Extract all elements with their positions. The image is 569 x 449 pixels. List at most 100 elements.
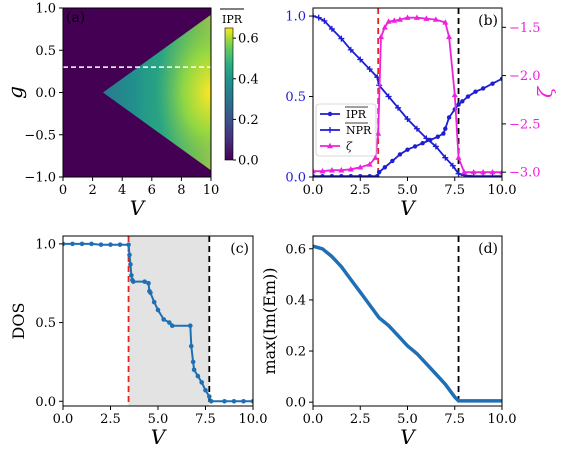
- panel-c-data-point: [188, 323, 193, 329]
- panel-b-series-z-point: [423, 15, 430, 21]
- panel-b-legend-z-label: ζ: [346, 140, 353, 153]
- panel-b-series-ipr-point: [443, 126, 448, 131]
- panel-b-right-y-axis-label: ζ: [533, 86, 557, 98]
- panel-a-heatmap: 0 2 4 6 8 10 V −1.0 −0.5 0.0 0.5 1.0 g (a) 0.0 0.2 0.4 0.…: [3, 2, 259, 221]
- panel-c-data-point: [70, 241, 75, 247]
- panel-b-series-npr-point: [347, 46, 354, 53]
- panel-b-series-npr-point: [442, 154, 449, 161]
- panel-b-series-ipr-point: [339, 173, 344, 177]
- panel-c-data-point: [148, 290, 153, 295]
- panel-d-plot-area: [313, 236, 502, 406]
- panel-b-series-z-point: [461, 168, 468, 175]
- panel-b-right-y-tick-label: −1.5: [509, 21, 541, 36]
- panel-a-x-axis-label: V: [130, 196, 147, 220]
- panel-b-series-ipr-point: [499, 76, 502, 82]
- panel-c-data-point: [155, 307, 161, 313]
- panel-a-x-tick-label: 8: [177, 183, 185, 198]
- panel-b-series-z-point: [319, 168, 326, 174]
- panel-c-data-point: [108, 242, 113, 247]
- panel-c-data-point: [129, 273, 134, 278]
- panel-b-series-ipr-point: [390, 158, 395, 164]
- panel-c-data-point: [79, 241, 85, 247]
- panel-b-series-ipr-point: [420, 141, 425, 146]
- panel-c-data-point: [146, 280, 151, 286]
- panel-c-data-point: [231, 398, 237, 404]
- panel-b-series-z-point: [413, 14, 420, 20]
- panel-d-x-axis-label: V: [400, 425, 417, 449]
- panel-a-x-tick-label: 4: [118, 183, 126, 198]
- panel-b-series-npr-point: [321, 17, 328, 24]
- panel-b-series-z-point: [489, 168, 496, 175]
- panel-b-legend-ipr-swatch-marker: [327, 111, 333, 117]
- panel-c-data-point: [127, 252, 132, 258]
- panel-b-series-ipr-point: [313, 173, 316, 177]
- panel-c-plot-area: [63, 236, 253, 406]
- panel-b-label: (b): [478, 13, 498, 29]
- panel-b-series-z-point: [446, 33, 453, 40]
- panel-b-series-z-point: [375, 130, 382, 136]
- panel-b-legend-ipr-label: IPR: [346, 108, 367, 121]
- panel-b-x-tick-label: 0.0: [303, 183, 324, 198]
- panel-b-series-ipr-line: [313, 77, 502, 177]
- panel-b-series-npr-point: [404, 116, 411, 123]
- panel-c-data-point: [128, 262, 133, 267]
- panel-a-x-tick-label: 0: [59, 183, 67, 198]
- panel-b-series-z-point: [378, 33, 385, 40]
- panel-b-series-npr-point: [338, 35, 345, 42]
- panel-c-x-axis-label: V: [151, 425, 168, 449]
- panel-b-series-z-point: [381, 24, 388, 30]
- panel-c-data-point: [208, 398, 214, 404]
- panel-a-heat-highlight: [102, 14, 211, 171]
- panel-b-series-ipr-point: [480, 86, 486, 91]
- panel-d-y-axis-label: max(Im(Em)): [260, 267, 279, 374]
- panel-b-series-ipr-point: [397, 152, 403, 157]
- panel-c-data-point: [89, 241, 94, 247]
- panel-b-series-z-point: [385, 18, 392, 24]
- colorbar-tick-label: 0.4: [238, 72, 259, 87]
- panel-a-x-tick-label: 10: [203, 183, 220, 198]
- panel-b-x-tick-label: 2.5: [350, 183, 371, 198]
- panel-d-x-tick-label: 2.5: [350, 412, 371, 427]
- colorbar: [224, 27, 234, 161]
- panel-a-label: (a): [66, 10, 85, 26]
- panel-b-series-npr-point: [313, 13, 316, 20]
- panel-c-data-point: [142, 279, 147, 284]
- panel-b-series-ipr-point: [412, 144, 418, 149]
- panel-c-data-point: [151, 299, 157, 305]
- panel-d-x-tick-label: 0.0: [303, 412, 324, 427]
- panel-c-x-tick-label: 5.0: [148, 412, 169, 427]
- panel-b-series-ipr-point: [382, 165, 388, 170]
- panel-b-series-npr-point: [315, 14, 322, 21]
- panel-c-x-tick-label: 7.5: [195, 412, 216, 427]
- panel-b-series-ipr-point: [456, 102, 461, 107]
- panel-b-legend: IPR NPR ζ: [315, 103, 377, 157]
- panel-d-y-tick-label: 0.6: [285, 242, 306, 257]
- panel-c-line-chart: 0.0 2.5 5.0 7.5 10.0 V 0.0 0.5 1.0 DOS (c): [9, 235, 267, 449]
- panel-b-series-z-point: [338, 167, 345, 173]
- panel-c-data-point: [250, 398, 253, 404]
- panel-b-series-z-point: [499, 168, 502, 175]
- panel-b-series-z-point: [396, 16, 403, 22]
- panel-a-y-tick-label: 0.5: [35, 44, 56, 59]
- panel-b-series-npr-point: [395, 104, 402, 111]
- panel-a-y-axis-label: g: [3, 86, 27, 99]
- panel-c-data-point: [117, 242, 123, 247]
- panel-b-series-npr-point: [357, 56, 364, 63]
- panel-b-series-z-point: [313, 168, 316, 174]
- panel-d-axes-frame: [312, 235, 503, 407]
- panel-c-data-point: [188, 343, 194, 349]
- panel-a-y-tick-label: 1.0: [35, 2, 56, 17]
- panel-c-y-tick-label: 1.0: [35, 237, 56, 252]
- panel-b-x-tick-label: 10.0: [488, 183, 517, 198]
- panel-b-y-tick-label: 0.0: [285, 171, 306, 186]
- panel-b-y-tick-label: 0.5: [285, 90, 306, 105]
- panel-d-y-tick-label: 0.4: [285, 293, 306, 308]
- panel-b-series-npr-point: [423, 135, 430, 142]
- panel-b-y-tick-label: 1.0: [285, 10, 306, 25]
- panel-c-label: (c): [230, 241, 249, 257]
- panel-b-series-z-point: [366, 161, 373, 167]
- panel-b-right-y-tick-label: −2.0: [509, 69, 541, 84]
- panel-a-x-tick-label: 2: [88, 183, 96, 198]
- panel-d-x-tick-label: 10.0: [488, 412, 517, 427]
- panel-b-series-z-point: [480, 168, 487, 175]
